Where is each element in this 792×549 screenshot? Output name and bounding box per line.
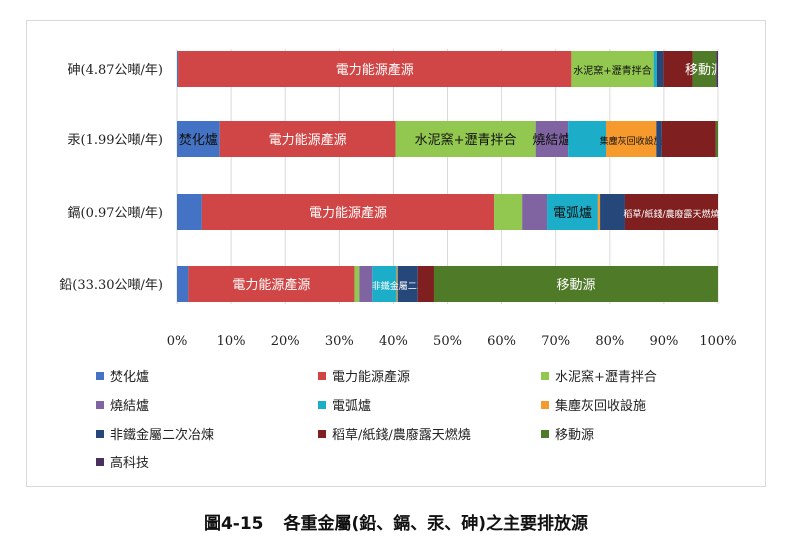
- legend-swatch: [318, 371, 326, 380]
- legend-swatch: [541, 400, 549, 409]
- data-label: 焚化爐: [179, 133, 218, 148]
- bar-segment: [396, 266, 398, 302]
- bar-segment: [522, 194, 548, 230]
- figure-caption: 圖4-15 各重金屬(鉛、鎘、汞、砷)之主要排放源: [0, 509, 792, 534]
- bar-segment: [201, 194, 495, 230]
- bar-segment: [656, 51, 664, 87]
- data-label: 水泥窯+瀝青拌合: [573, 64, 651, 77]
- bar-segment: [417, 266, 434, 302]
- category-label: 鉛(33.30公噸/年): [59, 278, 163, 293]
- legend-item: 燒結爐: [96, 395, 149, 414]
- legend-item: 電弧爐: [318, 395, 371, 414]
- legend-label: 非鐵金屬二次冶煉: [110, 428, 215, 443]
- legend-item: 非鐵金屬二次冶煉: [96, 424, 214, 443]
- bar-segment: [178, 51, 572, 87]
- legend-swatch: [96, 457, 104, 466]
- bar-segment: [716, 51, 718, 87]
- data-label: 電力能源產源: [232, 277, 310, 293]
- x-tick-label: 100%: [699, 334, 736, 349]
- data-label: 電力能源產源: [336, 62, 414, 78]
- figure-number: 圖4-15: [203, 514, 264, 534]
- bar-segment: [661, 121, 716, 157]
- bar-segment: [359, 266, 373, 302]
- legend-swatch: [318, 429, 326, 438]
- x-tick-label: 70%: [541, 334, 570, 349]
- data-label: 集塵灰回收設施: [600, 135, 663, 147]
- bar-segment: [372, 266, 397, 302]
- bar-segment: [433, 266, 718, 302]
- legend-label: 水泥窯+瀝青拌合: [555, 370, 657, 385]
- legend-swatch: [96, 400, 104, 409]
- data-label: 電力能源產源: [309, 205, 387, 221]
- bar-segment: [656, 121, 662, 157]
- bar-segment: [177, 194, 202, 230]
- legend-swatch: [96, 429, 104, 438]
- bar-segment: [397, 266, 418, 302]
- bar-segment: [597, 194, 601, 230]
- legend-item: 水泥窯+瀝青拌合: [541, 366, 657, 385]
- x-tick-label: 60%: [487, 334, 516, 349]
- x-tick-label: 50%: [433, 334, 462, 349]
- bar-segment: [606, 121, 657, 157]
- x-tick-label: 20%: [271, 334, 300, 349]
- legend-label: 集塵灰回收設施: [555, 399, 647, 414]
- x-tick-label: 90%: [649, 334, 678, 349]
- data-label: 移動源: [685, 63, 724, 78]
- bar-segment: [663, 51, 693, 87]
- x-tick-label: 80%: [595, 334, 624, 349]
- bar-segment: [494, 194, 523, 230]
- legend-label: 燒結爐: [110, 399, 150, 414]
- data-label: 移動源: [556, 278, 595, 293]
- bar-segment: [547, 194, 598, 230]
- legend-label: 焚化爐: [110, 370, 150, 385]
- legend-item: 焚化爐: [96, 366, 149, 385]
- legend-item: 集塵灰回收設施: [541, 395, 646, 414]
- legend-label: 稻草/紙錢/農廢露天燃燒: [332, 428, 471, 443]
- category-label: 砷(4.87公噸/年): [68, 63, 163, 78]
- bar-segment: [354, 266, 360, 302]
- figure-title: 各重金屬(鉛、鎘、汞、砷)之主要排放源: [283, 514, 589, 534]
- legend-swatch: [541, 429, 549, 438]
- data-label: 電力能源產源: [269, 132, 347, 148]
- bar-segment: [715, 121, 718, 157]
- data-label: 燒結爐: [532, 133, 571, 148]
- bar-segment: [653, 51, 657, 87]
- legend-swatch: [541, 371, 549, 380]
- legend-label: 移動源: [555, 428, 595, 443]
- legend-item: 電力能源產源: [318, 366, 410, 385]
- x-tick-label: 0%: [167, 334, 188, 349]
- x-tick-label: 40%: [379, 334, 408, 349]
- x-tick-label: 10%: [217, 334, 246, 349]
- data-label: 電弧爐: [553, 206, 592, 221]
- bar-segment: [177, 266, 189, 302]
- data-label: 水泥窯+瀝青拌合: [415, 133, 517, 148]
- chart-frame: 0% 10% 20% 30% 40% 50% 60% 70% 80% 90% 100% 砷(4.87公…: [26, 20, 766, 487]
- bar-segment: [571, 51, 654, 87]
- bar-segment: [568, 121, 607, 157]
- bar-segment: [219, 121, 396, 157]
- bar-segment: [177, 121, 220, 157]
- data-label: 稻草/紙錢/農廢露天燃燒: [623, 208, 719, 220]
- bar-segment: [535, 121, 569, 157]
- bar-segment: [177, 51, 179, 87]
- bar-segment: [692, 51, 717, 87]
- legend-label: 電力能源產源: [332, 370, 411, 385]
- bar-segment: [188, 266, 355, 302]
- legend-swatch: [96, 371, 104, 380]
- bar-segment: [600, 194, 625, 230]
- category-label: 汞(1.99公噸/年): [68, 133, 163, 148]
- legend-item: 高科技: [96, 452, 149, 471]
- legend-label: 高科技: [110, 456, 150, 471]
- legend-label: 電弧爐: [332, 399, 372, 414]
- category-label: 鎘(0.97公噸/年): [68, 206, 163, 221]
- x-tick-label: 30%: [325, 334, 354, 349]
- bar-segment: [624, 194, 718, 230]
- stacked-bar-chart: 0% 10% 20% 30% 40% 50% 60% 70% 80% 90% 100% 砷(4.87公…: [59, 49, 737, 349]
- legend-item: 移動源: [541, 424, 594, 443]
- legend-item: 稻草/紙錢/農廢露天燃燒: [318, 424, 471, 443]
- bar-segment: [395, 121, 536, 157]
- legend-swatch: [318, 400, 326, 409]
